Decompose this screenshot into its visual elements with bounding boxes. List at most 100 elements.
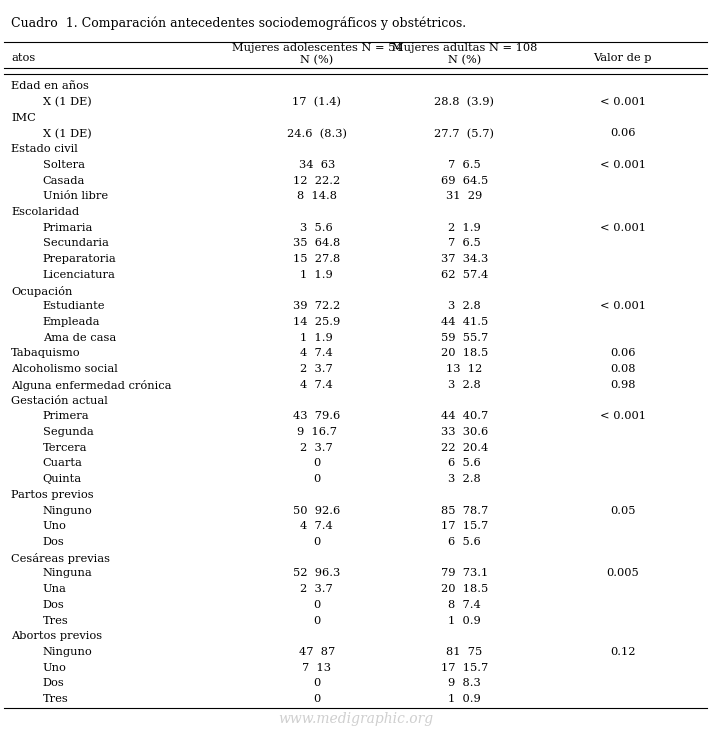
Text: N (%): N (%) <box>300 55 333 65</box>
Text: Estado civil: Estado civil <box>11 144 78 154</box>
Text: 52  96.3: 52 96.3 <box>293 568 341 578</box>
Text: Valor de p: Valor de p <box>593 53 652 62</box>
Text: 6  5.6: 6 5.6 <box>448 537 481 547</box>
Text: Licenciatura: Licenciatura <box>43 270 116 280</box>
Text: 3  2.8: 3 2.8 <box>448 301 481 312</box>
Text: 79  73.1: 79 73.1 <box>441 568 488 578</box>
Text: 0.005: 0.005 <box>606 568 639 578</box>
Text: 0: 0 <box>314 537 321 547</box>
Text: < 0.001: < 0.001 <box>599 160 646 170</box>
Text: 24.6  (8.3): 24.6 (8.3) <box>287 128 347 139</box>
Text: Alcoholismo social: Alcoholismo social <box>11 364 118 374</box>
Text: 3  2.8: 3 2.8 <box>448 474 481 484</box>
Text: Dos: Dos <box>43 678 65 688</box>
Text: 9  8.3: 9 8.3 <box>448 678 481 688</box>
Text: Quinta: Quinta <box>43 474 82 484</box>
Text: 20  18.5: 20 18.5 <box>441 348 488 358</box>
Text: N (%): N (%) <box>448 55 481 65</box>
Text: Gestación actual: Gestación actual <box>11 396 108 405</box>
Text: 0.98: 0.98 <box>610 380 635 390</box>
Text: IMC: IMC <box>11 113 36 123</box>
Text: 37  34.3: 37 34.3 <box>441 254 488 264</box>
Text: X (1 DE): X (1 DE) <box>43 128 92 139</box>
Text: 2  3.7: 2 3.7 <box>301 364 333 374</box>
Text: 7  13: 7 13 <box>302 663 331 673</box>
Text: 17  15.7: 17 15.7 <box>441 521 488 531</box>
Text: Dos: Dos <box>43 600 65 610</box>
Text: X (1 DE): X (1 DE) <box>43 97 92 108</box>
Text: 1  0.9: 1 0.9 <box>448 616 481 625</box>
Text: 81  75: 81 75 <box>447 647 483 657</box>
Text: Empleada: Empleada <box>43 317 100 327</box>
Text: 15  27.8: 15 27.8 <box>293 254 341 264</box>
Text: 1  1.9: 1 1.9 <box>301 333 333 343</box>
Text: 0: 0 <box>314 474 321 484</box>
Text: 20  18.5: 20 18.5 <box>441 584 488 594</box>
Text: Mujeres adolescentes N = 54: Mujeres adolescentes N = 54 <box>232 43 402 53</box>
Text: Ninguno: Ninguno <box>43 506 92 515</box>
Text: 39  72.2: 39 72.2 <box>293 301 341 312</box>
Text: Tres: Tres <box>43 694 68 704</box>
Text: Ama de casa: Ama de casa <box>43 333 116 343</box>
Text: 7  6.5: 7 6.5 <box>448 238 481 248</box>
Text: Ocupación: Ocupación <box>11 286 73 297</box>
Text: 1  0.9: 1 0.9 <box>448 694 481 704</box>
Text: Casada: Casada <box>43 176 85 185</box>
Text: 35  64.8: 35 64.8 <box>293 238 341 248</box>
Text: Tres: Tres <box>43 616 68 625</box>
Text: Tabaquismo: Tabaquismo <box>11 348 81 358</box>
Text: Mujeres adultas N = 108: Mujeres adultas N = 108 <box>392 43 537 53</box>
Text: Ninguno: Ninguno <box>43 647 92 657</box>
Text: 85  78.7: 85 78.7 <box>441 506 488 515</box>
Text: 27.7  (5.7): 27.7 (5.7) <box>434 128 494 139</box>
Text: Edad en años: Edad en años <box>11 81 89 92</box>
Text: 12  22.2: 12 22.2 <box>293 176 341 185</box>
Text: 2  3.7: 2 3.7 <box>301 584 333 594</box>
Text: Dos: Dos <box>43 537 65 547</box>
Text: < 0.001: < 0.001 <box>599 301 646 312</box>
Text: Primaria: Primaria <box>43 223 93 233</box>
Text: 31  29: 31 29 <box>447 191 483 202</box>
Text: www.medigraphic.org: www.medigraphic.org <box>278 712 433 726</box>
Text: Abortos previos: Abortos previos <box>11 631 102 641</box>
Text: 3  2.8: 3 2.8 <box>448 380 481 390</box>
Text: Estudiante: Estudiante <box>43 301 105 312</box>
Text: Alguna enfermedad crónica: Alguna enfermedad crónica <box>11 380 171 391</box>
Text: 43  79.6: 43 79.6 <box>293 411 341 421</box>
Text: 0.06: 0.06 <box>610 128 635 139</box>
Text: 14  25.9: 14 25.9 <box>293 317 341 327</box>
Text: Ninguna: Ninguna <box>43 568 92 578</box>
Text: 4  7.4: 4 7.4 <box>301 380 333 390</box>
Text: 47  87: 47 87 <box>299 647 335 657</box>
Text: 0.12: 0.12 <box>610 647 635 657</box>
Text: 44  40.7: 44 40.7 <box>441 411 488 421</box>
Text: Cuarta: Cuarta <box>43 458 82 468</box>
Text: 3  5.6: 3 5.6 <box>301 223 333 233</box>
Text: Segunda: Segunda <box>43 427 94 437</box>
Text: Uno: Uno <box>43 663 67 673</box>
Text: Primera: Primera <box>43 411 90 421</box>
Text: 2  3.7: 2 3.7 <box>301 443 333 453</box>
Text: Uno: Uno <box>43 521 67 531</box>
Text: 22  20.4: 22 20.4 <box>441 443 488 453</box>
Text: Soltera: Soltera <box>43 160 85 170</box>
Text: 17  15.7: 17 15.7 <box>441 663 488 673</box>
Text: 34  63: 34 63 <box>299 160 335 170</box>
Text: Cesáreas previas: Cesáreas previas <box>11 553 110 564</box>
Text: 28.8  (3.9): 28.8 (3.9) <box>434 97 494 108</box>
Text: Escolaridad: Escolaridad <box>11 207 80 217</box>
Text: 13  12: 13 12 <box>447 364 483 374</box>
Text: 69  64.5: 69 64.5 <box>441 176 488 185</box>
Text: 0: 0 <box>314 600 321 610</box>
Text: 33  30.6: 33 30.6 <box>441 427 488 437</box>
Text: 8  7.4: 8 7.4 <box>448 600 481 610</box>
Text: 1  1.9: 1 1.9 <box>301 270 333 280</box>
Text: 6  5.6: 6 5.6 <box>448 458 481 468</box>
Text: 0: 0 <box>314 458 321 468</box>
Text: 9  16.7: 9 16.7 <box>297 427 337 437</box>
Text: 0: 0 <box>314 616 321 625</box>
Text: 17  (1.4): 17 (1.4) <box>292 97 341 108</box>
Text: 0.05: 0.05 <box>610 506 635 515</box>
Text: Preparatoria: Preparatoria <box>43 254 117 264</box>
Text: 59  55.7: 59 55.7 <box>441 333 488 343</box>
